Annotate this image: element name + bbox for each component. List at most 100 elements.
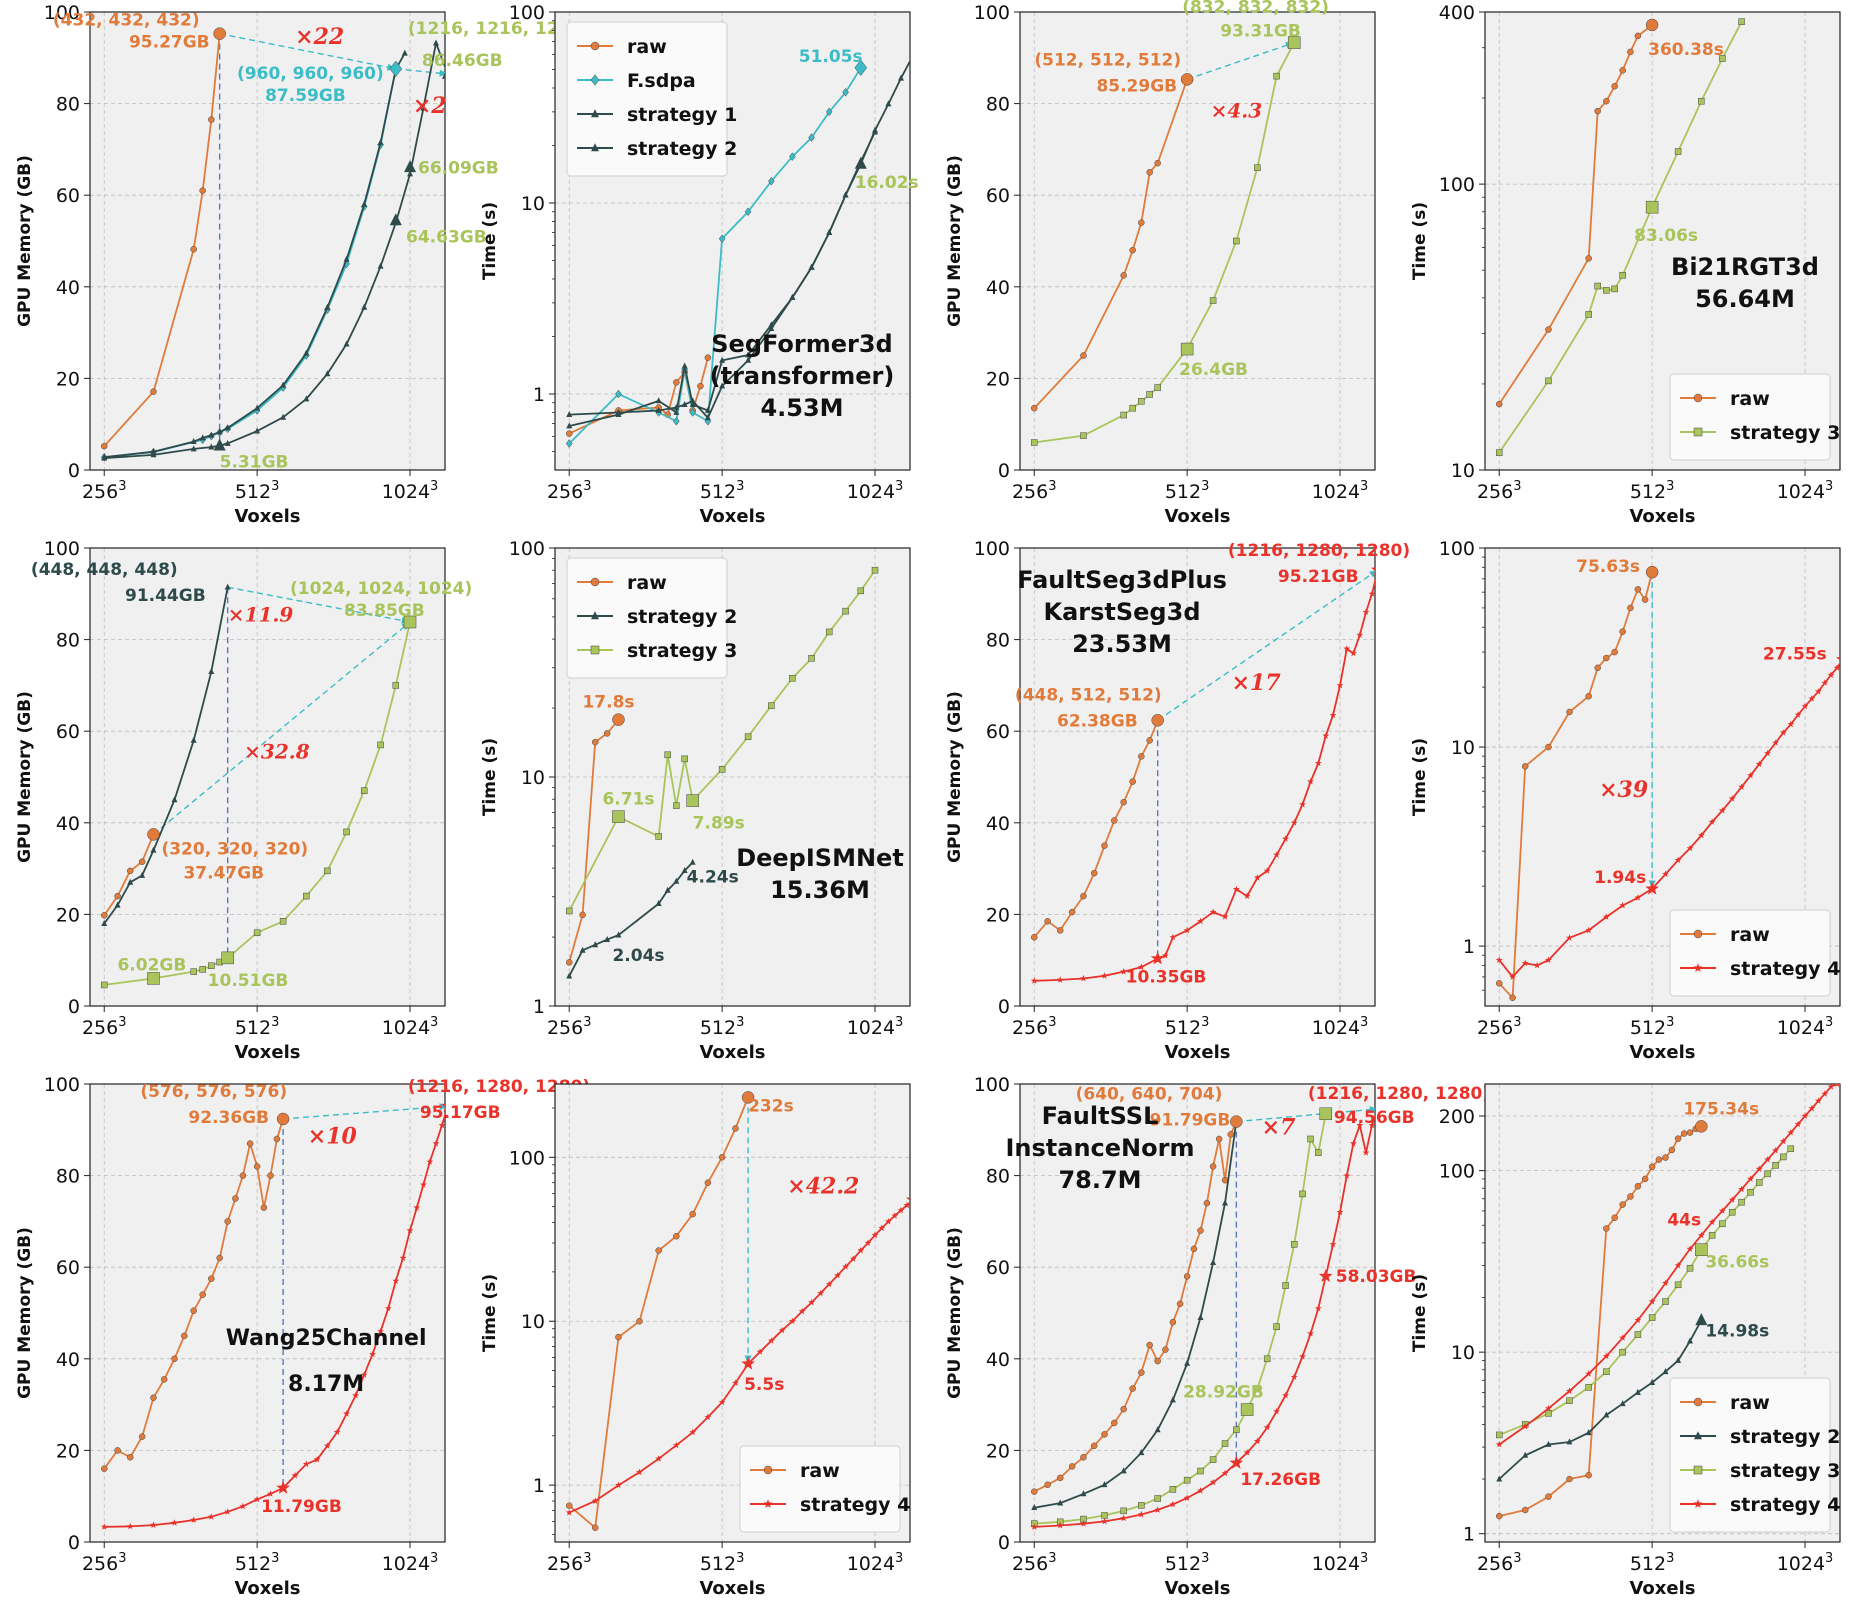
x-tick-label: 5123	[1630, 1551, 1675, 1575]
data-point-s3	[1209, 297, 1217, 304]
data-point-s4	[406, 1227, 414, 1234]
data-point-s4	[857, 1246, 865, 1254]
data-point-s1	[401, 49, 408, 56]
y-tick-label: 100	[44, 1074, 80, 1096]
y-tick-label: 1	[1463, 1524, 1475, 1546]
legend-marker-s4	[1693, 1499, 1703, 1508]
data-layer	[1495, 1084, 1840, 1520]
data-point-s3	[655, 833, 662, 840]
data-point-s1	[254, 404, 261, 411]
chart-panel-p34: 1 10 100 200 2563 5123 10243 Voxels Time (s) 175.…	[1410, 1083, 1841, 1599]
data-point-s4	[302, 1460, 310, 1468]
plot-frame	[1484, 547, 1841, 1007]
data-label: 87.59GB	[265, 86, 346, 106]
data-point-s4	[817, 1289, 824, 1297]
x-axis-label: Voxels	[699, 1578, 765, 1599]
data-point-raw	[1495, 1512, 1503, 1520]
y-axis-label: Time (s)	[1410, 1274, 1430, 1352]
data-point-s3	[1129, 404, 1136, 412]
data-point-s4	[1162, 952, 1169, 959]
data-point-s4	[1708, 818, 1716, 825]
data-point-s2	[681, 400, 688, 407]
data-point-s4	[1738, 1185, 1745, 1193]
data-point-raw	[636, 1317, 643, 1325]
x-tick-label: 10243	[847, 479, 904, 503]
data-point-raw	[1154, 1357, 1161, 1365]
data-point-raw	[1190, 1245, 1198, 1253]
series-line-s2	[104, 39, 445, 459]
data-point-s1	[190, 438, 197, 445]
data-point-s4	[1686, 1245, 1694, 1252]
data-point-s2	[719, 382, 726, 389]
data-label: 91.79GB	[1150, 1111, 1231, 1131]
data-point-s4	[1263, 1423, 1271, 1431]
data-point-raw	[1603, 97, 1610, 105]
data-point-raw	[1566, 1475, 1573, 1483]
data-point-s3	[1634, 1331, 1642, 1338]
data-point-raw	[1080, 892, 1087, 900]
data-label: 360.38s	[1648, 40, 1724, 60]
data-point-s2	[1603, 1411, 1610, 1418]
data-point-s3	[1495, 449, 1503, 456]
data-point-s4	[1521, 1422, 1529, 1430]
y-tick-label: 40	[56, 1349, 80, 1371]
data-point-raw	[126, 1454, 134, 1461]
data-point-raw	[150, 388, 157, 395]
data-label: (448, 448, 448)	[31, 560, 178, 580]
x-tick-label: 10243	[1312, 479, 1369, 503]
data-point-s4	[1056, 1521, 1064, 1529]
data-point-s1	[689, 400, 696, 407]
chart-panel-p31: 0 20 40 60 80 100 2563 5123 10243 Voxels GPU Memor…	[15, 1074, 590, 1599]
data-point-raw	[1030, 934, 1038, 941]
data-label: (1216, 1280, 1280)	[1308, 1084, 1490, 1104]
y-tick-label: 100	[509, 2, 545, 24]
data-point-s2	[655, 406, 662, 413]
data-point-s4	[689, 1428, 697, 1436]
legend-marker-s2	[1694, 1431, 1702, 1440]
data-point-s4	[1815, 1097, 1822, 1104]
data-point-s1	[719, 356, 726, 363]
data-point-raw	[1080, 352, 1087, 359]
data-point-raw	[1162, 1346, 1169, 1353]
plot-area	[1020, 548, 1375, 1006]
data-label: 95.17GB	[420, 1103, 501, 1123]
data-point-s2	[1222, 1199, 1229, 1206]
data-point-raw	[565, 1502, 573, 1509]
legend-marker-s4	[763, 1499, 773, 1508]
data-point-s4	[1350, 649, 1357, 657]
data-label: 7.89s	[693, 814, 745, 834]
data-point-s2	[280, 413, 287, 420]
data-point-s3	[1282, 1282, 1289, 1289]
speedup-ratio-label: ×39	[1599, 777, 1648, 803]
connector-line	[1186, 41, 1295, 81]
data-point-s2	[101, 454, 108, 461]
data-label: 10.51GB	[208, 971, 289, 991]
data-point-s3	[1738, 18, 1745, 25]
y-tick-label: 20	[986, 1440, 1010, 1462]
data-point-s4	[591, 1497, 599, 1504]
data-point-raw	[1176, 1300, 1184, 1308]
legend-marker-raw	[1693, 393, 1703, 403]
plot-frame	[1019, 547, 1376, 1007]
data-point-s3	[871, 566, 879, 574]
data-point-s4	[1314, 759, 1322, 767]
data-point-s4	[1521, 959, 1529, 967]
y-tick-label: 80	[56, 630, 80, 652]
plot-frame	[1019, 1083, 1376, 1543]
series-line-raw	[1498, 24, 1653, 405]
legend: raw strategy 4	[1669, 909, 1840, 997]
data-point-s4	[1030, 977, 1038, 984]
data-label: 58.03GB	[1336, 1267, 1417, 1287]
highlight-point-raw	[741, 1091, 755, 1104]
data-point-s3	[789, 674, 796, 682]
data-point-raw	[138, 858, 146, 865]
data-point-s4	[1619, 901, 1627, 909]
data-point-s1	[343, 255, 350, 262]
data-point-s4	[1101, 1517, 1108, 1525]
data-point-raw	[199, 1291, 206, 1298]
data-point-raw	[1674, 1135, 1682, 1142]
data-point-s4	[323, 1442, 331, 1449]
data-point-raw	[1495, 400, 1503, 408]
data-point-raw	[1129, 246, 1136, 254]
data-point-s4	[778, 1326, 786, 1334]
